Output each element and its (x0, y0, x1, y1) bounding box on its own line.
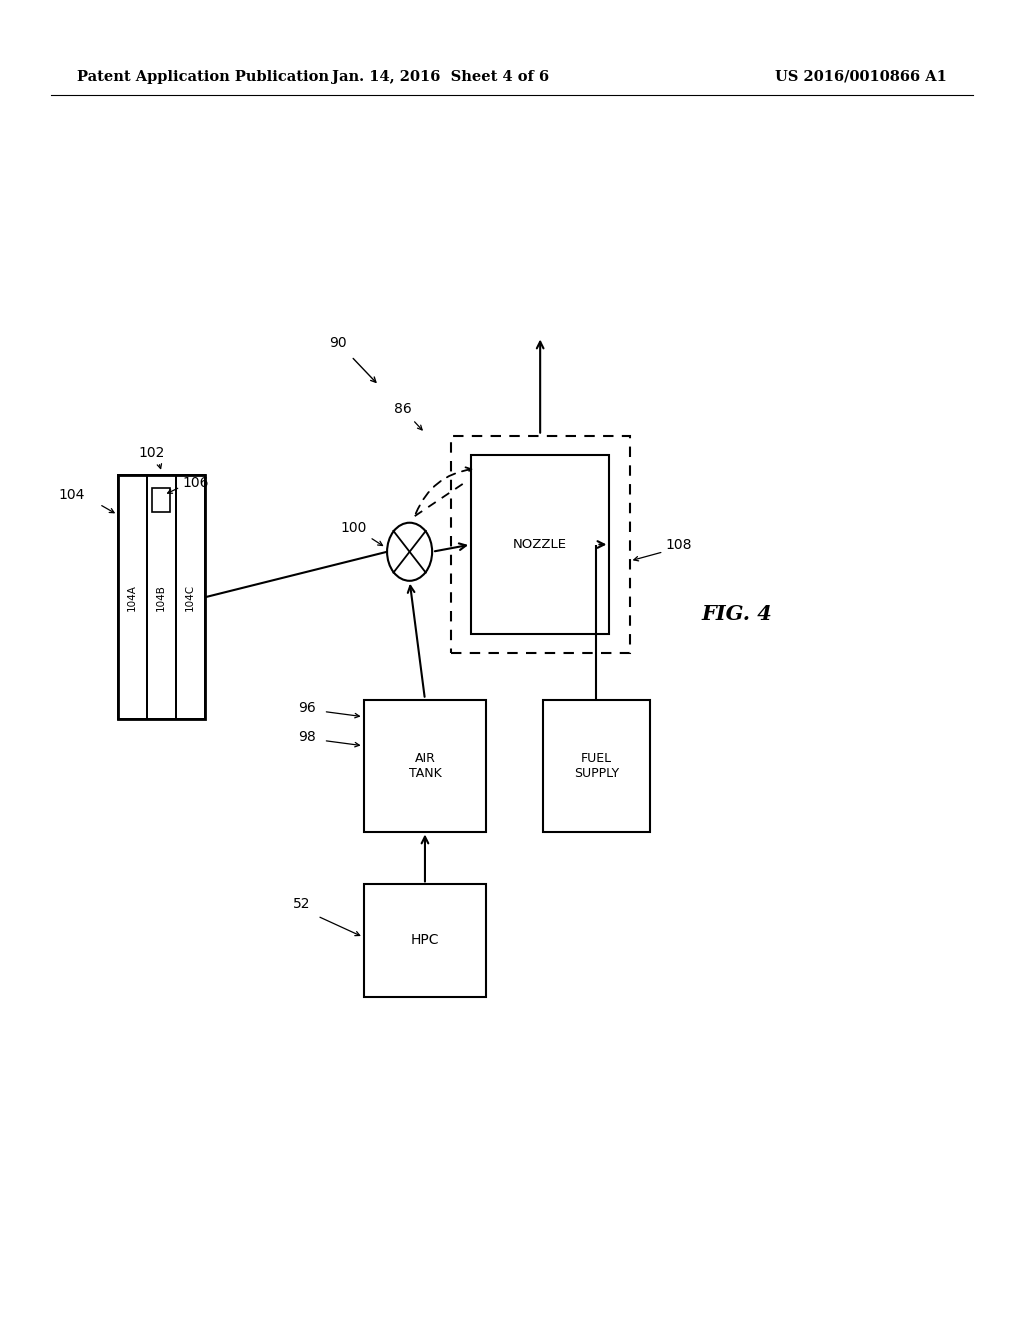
Text: Patent Application Publication: Patent Application Publication (77, 70, 329, 83)
Text: 102: 102 (138, 446, 165, 459)
Text: FUEL
SUPPLY: FUEL SUPPLY (573, 751, 620, 780)
Text: 100: 100 (340, 521, 367, 535)
Text: HPC: HPC (411, 933, 439, 948)
Bar (176, 475, 205, 719)
Text: 52: 52 (293, 898, 311, 911)
Bar (451, 436, 630, 653)
Text: AIR
TANK: AIR TANK (409, 751, 441, 780)
Bar (152, 488, 170, 512)
Text: NOZZLE: NOZZLE (513, 539, 567, 550)
Text: 106: 106 (182, 477, 209, 490)
Text: 98: 98 (298, 730, 316, 743)
Text: 108: 108 (666, 539, 692, 552)
Text: 96: 96 (298, 701, 316, 714)
Text: 86: 86 (393, 403, 412, 416)
Bar (364, 700, 486, 832)
Text: 104A: 104A (127, 583, 137, 611)
Bar (543, 700, 650, 832)
Bar (146, 475, 176, 719)
Bar (364, 884, 486, 997)
Text: 104: 104 (58, 488, 85, 502)
Text: 104B: 104B (157, 583, 166, 611)
Text: Jan. 14, 2016  Sheet 4 of 6: Jan. 14, 2016 Sheet 4 of 6 (332, 70, 549, 83)
Text: 104C: 104C (185, 583, 196, 611)
Bar (118, 475, 146, 719)
Text: 90: 90 (329, 337, 347, 350)
Bar (118, 475, 205, 719)
Text: FIG. 4: FIG. 4 (701, 603, 773, 624)
Text: US 2016/0010866 A1: US 2016/0010866 A1 (775, 70, 947, 83)
Bar (471, 455, 609, 634)
